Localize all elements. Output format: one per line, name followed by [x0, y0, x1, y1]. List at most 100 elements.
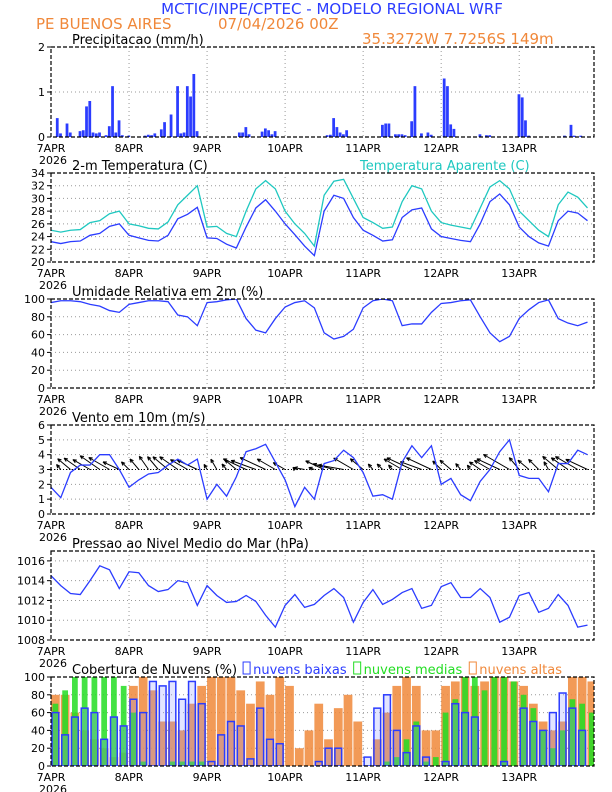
y-tick-label: 20 [31, 364, 45, 377]
y-tick-label: 22 [31, 243, 45, 256]
x-tick-label: 12APR [423, 645, 459, 658]
cloud-bar-mid [510, 681, 517, 766]
plot-area [51, 299, 588, 343]
precip-bar [520, 97, 524, 137]
y-tick-label: 32 [31, 180, 45, 193]
cloud-bar-mid [520, 694, 527, 766]
cloud-bar-low [207, 760, 216, 766]
cloud-bar-high [138, 677, 148, 766]
year-label: 2026 [39, 405, 67, 418]
precip-bar [195, 131, 199, 137]
cloud-bar-low [168, 680, 177, 766]
cloud-bar-low [197, 702, 206, 766]
cloud-bar-low [382, 694, 392, 766]
y-tick-label: 2 [38, 41, 45, 54]
series-line [51, 438, 588, 509]
x-tick-label: 13APR [501, 393, 537, 406]
panel-3: Umidade Relativa em 2m (%) 0 20 40 60 80 100 7A… [24, 285, 595, 418]
cloud-bar-low [256, 707, 265, 766]
wind-arrow [256, 458, 276, 470]
cloud-bar-high [333, 708, 343, 766]
precip-bar [159, 129, 163, 137]
precip-bar [429, 134, 433, 137]
cloud-bar-mid [452, 699, 459, 766]
precip-bar [260, 131, 264, 137]
year-label: 2026 [39, 783, 67, 792]
panel-5: Pressao ao Nivel Medio do Mar (hPa) 1008 1… [17, 537, 595, 670]
plot-area [55, 74, 583, 137]
plot-area [51, 565, 588, 629]
cloud-bar-high [431, 730, 441, 766]
cloud-bar-mid [62, 690, 69, 766]
x-tick-label: 9APR [193, 519, 222, 532]
precip-bar [153, 133, 157, 137]
cloud-bar-mid [432, 757, 439, 766]
cloud-bar-high [158, 721, 168, 766]
cloud-bar-low [246, 758, 255, 766]
year-label: 2026 [39, 657, 67, 670]
precip-bar [442, 78, 446, 137]
precip-bar [332, 118, 336, 137]
y-tick-label: 30 [31, 192, 45, 205]
precip-bar [485, 135, 488, 137]
wind-arrow [239, 457, 266, 470]
x-tick-label: 7APR [37, 142, 66, 155]
y-tick-label: 28 [31, 205, 45, 218]
precip-bar [169, 114, 173, 137]
cloud-bar-low [226, 720, 236, 766]
precip-bar [78, 131, 82, 137]
precip-bar [104, 135, 108, 137]
cloud-bar-low [158, 685, 167, 766]
wind-arrow [56, 463, 62, 470]
legend-label: nuvens baixas [253, 663, 347, 678]
cloud-bar-low [392, 729, 401, 766]
precip-bar [394, 134, 397, 137]
x-tick-label: 9APR [193, 393, 222, 406]
cloud-bar-mid [111, 677, 117, 766]
y-tick-label: 20 [31, 256, 45, 269]
panel-title: Vento em 10m (m/s) [72, 411, 205, 426]
wind-arrow [517, 459, 530, 470]
x-tick-label: 12APR [423, 142, 459, 155]
precip-bar [270, 134, 274, 137]
wind-arrow [120, 461, 130, 470]
panel-1: Precipitacao (mm/h) 0 1 2 7APR 8APR 9APR 10APR 1… [37, 33, 595, 167]
x-tick-label: 10APR [267, 142, 303, 155]
cloud-bar-mid [384, 761, 390, 766]
precip-bar [179, 133, 183, 137]
plot-frame [50, 550, 595, 641]
cloud-bar-low [51, 711, 60, 766]
cloud-bar-low [529, 720, 538, 766]
precip-bar [237, 132, 241, 137]
panel-title: 2-m Temperatura (C) [72, 159, 208, 174]
wind-arrow [386, 457, 413, 470]
cloud-bar-low [100, 738, 109, 766]
cloud-bar-mid [101, 677, 108, 766]
x-tick-label: 8APR [115, 519, 144, 532]
series-line [51, 178, 588, 248]
x-tick-label: 11APR [345, 393, 381, 406]
cloud-bar-mid [130, 712, 137, 766]
y-tick-label: 1010 [17, 614, 45, 627]
cloud-bar-mid [569, 699, 576, 766]
cloud-bar-low [451, 702, 460, 766]
y-tick-label: 60 [31, 329, 45, 342]
cloud-bar-mid [198, 761, 205, 766]
precip-bar [449, 124, 453, 137]
x-tick-label: 8APR [115, 142, 144, 155]
cloud-bar-mid [462, 677, 468, 766]
plot-area [51, 438, 594, 509]
cloud-bar-high [216, 677, 226, 766]
x-tick-label: 12APR [423, 519, 459, 532]
cloud-bar-high [255, 681, 265, 766]
x-tick-label: 11APR [345, 771, 381, 784]
precip-bar [579, 135, 583, 137]
cloud-bar-mid [72, 677, 78, 766]
plot-frame [50, 46, 595, 138]
precip-bar [68, 132, 72, 137]
x-tick-label: 9APR [193, 142, 222, 155]
x-tick-label: 9APR [193, 645, 222, 658]
cloud-bar-low [548, 711, 557, 766]
precip-bar [88, 101, 92, 137]
